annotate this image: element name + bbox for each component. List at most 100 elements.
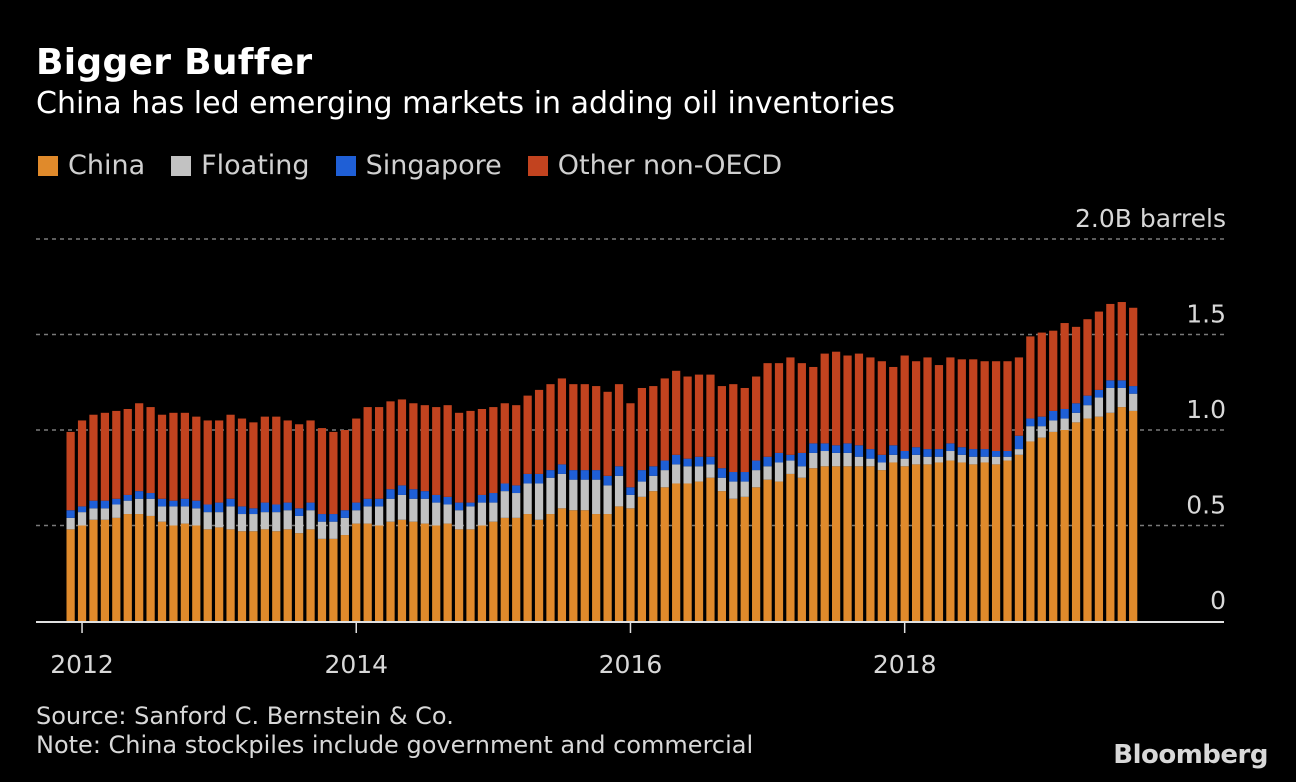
- bar-segment-other-non-oecd: [226, 414, 235, 499]
- bar-segment-china: [786, 473, 795, 621]
- bar-segment-floating: [1026, 426, 1035, 442]
- bar-segment-floating: [420, 498, 429, 524]
- bar-segment-china: [752, 487, 761, 621]
- bar-segment-singapore: [854, 445, 864, 457]
- bar-segment-floating: [135, 498, 144, 515]
- bloomberg-logo: Bloomberg: [1113, 740, 1268, 770]
- bar-segment-other-non-oecd: [443, 405, 452, 497]
- bar-segment-china: [774, 481, 784, 621]
- bar-segment-china: [112, 517, 121, 621]
- bar-segment-singapore: [374, 498, 384, 507]
- bar-segment-singapore: [1026, 418, 1035, 427]
- bar-segment-other-non-oecd: [169, 412, 178, 501]
- bar-segment-floating: [683, 466, 692, 484]
- bar-segment-singapore: [489, 493, 498, 503]
- bar-segment-floating: [157, 506, 167, 522]
- bar-segment-other-non-oecd: [157, 414, 167, 499]
- bar-segment-china: [580, 510, 589, 621]
- bar-segment-floating: [512, 493, 521, 518]
- bar-segment-other-non-oecd: [352, 418, 361, 503]
- bar-segment-other-non-oecd: [752, 376, 761, 461]
- bar-segment-other-non-oecd: [809, 366, 818, 444]
- bar-segment-floating: [923, 456, 932, 465]
- bar-segment-singapore: [911, 447, 921, 455]
- bar-segment-singapore: [694, 456, 704, 467]
- bar-segment-floating: [180, 506, 189, 524]
- bar-segment-china: [306, 529, 315, 621]
- bar-segment-floating: [329, 521, 338, 539]
- bar-segment-other-non-oecd: [295, 424, 304, 509]
- bar-segment-singapore: [1014, 435, 1024, 450]
- bar-segment-floating: [1106, 387, 1115, 413]
- bar-segment-floating: [649, 475, 658, 492]
- bar-segment-china: [546, 514, 555, 621]
- bar-segment-china: [1083, 418, 1092, 621]
- bar-segment-china: [900, 466, 909, 621]
- bar-segment-china: [1060, 430, 1069, 621]
- bar-segment-china: [454, 529, 464, 621]
- bar-segment-china: [1049, 431, 1058, 621]
- bar-segment-china: [660, 487, 669, 621]
- bar-segment-other-non-oecd: [123, 408, 132, 495]
- bar-segment-singapore: [249, 508, 258, 515]
- bar-segment-floating: [740, 481, 749, 497]
- bar-segment-other-non-oecd: [203, 420, 212, 505]
- bar-segment-other-non-oecd: [100, 412, 110, 501]
- bar-segment-floating: [89, 508, 98, 520]
- bar-segment-china: [317, 538, 327, 621]
- bar-segment-china: [89, 519, 98, 621]
- bar-segment-singapore: [763, 456, 772, 467]
- bar-segment-floating: [77, 512, 87, 526]
- bar-segment-floating: [432, 502, 441, 526]
- bar-segment-china: [523, 514, 532, 621]
- bar-segment-singapore: [352, 502, 361, 511]
- bar-segment-china: [569, 510, 578, 621]
- bar-segment-china: [340, 535, 349, 621]
- bar-segment-china: [500, 517, 509, 621]
- bar-segment-singapore: [991, 451, 1001, 457]
- bar-segment-other-non-oecd: [1106, 303, 1115, 381]
- bar-segment-china: [809, 468, 818, 621]
- bar-segment-floating: [146, 498, 155, 516]
- bar-segment-singapore: [866, 449, 875, 459]
- bar-segment-singapore: [843, 443, 852, 453]
- bar-segment-china: [1117, 407, 1126, 621]
- bar-segment-singapore: [180, 498, 189, 507]
- bar-segment-china: [420, 523, 429, 621]
- bar-segment-other-non-oecd: [534, 389, 544, 474]
- bar-segment-floating: [672, 464, 681, 484]
- bar-segment-floating: [1117, 387, 1126, 408]
- bar-segment-singapore: [534, 473, 544, 484]
- bar-segment-floating: [809, 452, 818, 469]
- bar-segment-floating: [1071, 412, 1081, 423]
- bar-segment-singapore: [432, 494, 441, 503]
- bar-segment-floating: [980, 456, 989, 463]
- bar-segment-other-non-oecd: [306, 420, 315, 503]
- bar-segment-floating: [752, 470, 761, 488]
- bar-segment-other-non-oecd: [249, 422, 258, 509]
- bar-segment-other-non-oecd: [683, 376, 692, 459]
- legend-swatch-singapore: [335, 155, 356, 176]
- x-tick-label: 2016: [599, 650, 663, 679]
- legend-item-other-non-oecd: Other non-OECD: [527, 150, 782, 181]
- bar-segment-other-non-oecd: [432, 407, 441, 495]
- x-tick-label: 2018: [873, 650, 937, 679]
- bar-segment-singapore: [774, 452, 784, 463]
- bar-segment-china: [489, 521, 498, 621]
- legend-label-china: China: [68, 150, 146, 181]
- bar-segment-china: [969, 464, 978, 621]
- bar-segment-floating: [946, 451, 955, 461]
- bar-segment-other-non-oecd: [934, 365, 944, 450]
- bar-segment-other-non-oecd: [740, 387, 749, 473]
- bar-segment-singapore: [672, 454, 681, 465]
- bar-segment-floating: [889, 454, 898, 463]
- bar-segment-singapore: [443, 496, 452, 505]
- bar-segment-other-non-oecd: [1049, 330, 1058, 411]
- bar-segment-floating: [911, 454, 921, 465]
- bar-segment-china: [363, 523, 372, 621]
- legend-item-singapore: Singapore: [335, 150, 502, 181]
- bar-segment-floating: [363, 506, 372, 524]
- bar-segment-floating: [1129, 393, 1138, 411]
- bar-segment-singapore: [603, 475, 612, 486]
- bar-segment-china: [797, 477, 806, 621]
